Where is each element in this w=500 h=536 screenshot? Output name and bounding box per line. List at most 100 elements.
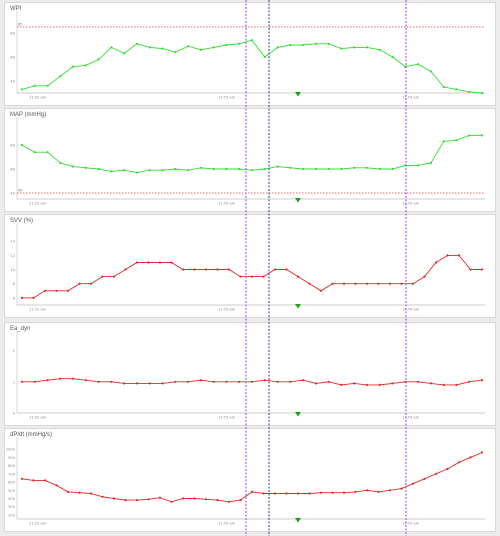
data-point[interactable] xyxy=(212,380,215,383)
event-marker-icon[interactable] xyxy=(295,304,301,309)
data-point[interactable] xyxy=(216,499,219,502)
data-point[interactable] xyxy=(457,461,461,464)
data-point[interactable] xyxy=(135,261,139,264)
data-point[interactable] xyxy=(110,46,113,49)
data-point[interactable] xyxy=(354,282,357,285)
data-point[interactable] xyxy=(365,166,369,169)
data-point[interactable] xyxy=(193,268,196,271)
data-point[interactable] xyxy=(302,167,305,171)
data-point[interactable] xyxy=(455,88,458,91)
data-point[interactable] xyxy=(55,484,58,487)
data-point[interactable] xyxy=(174,167,177,171)
data-point[interactable] xyxy=(250,169,254,172)
data-point[interactable] xyxy=(123,169,126,172)
data-point[interactable] xyxy=(20,477,24,480)
data-point[interactable] xyxy=(417,164,420,167)
data-point[interactable] xyxy=(97,167,100,171)
data-point[interactable] xyxy=(148,169,151,172)
data-point[interactable] xyxy=(457,254,461,257)
data-point[interactable] xyxy=(469,268,472,271)
data-point[interactable] xyxy=(273,492,277,495)
data-point[interactable] xyxy=(417,380,420,383)
data-point[interactable] xyxy=(342,282,346,285)
data-point[interactable] xyxy=(327,167,330,171)
data-point[interactable] xyxy=(263,55,266,59)
data-point[interactable] xyxy=(20,380,24,383)
data-point[interactable] xyxy=(276,380,279,383)
data-point[interactable] xyxy=(340,47,343,50)
data-point[interactable] xyxy=(480,268,484,271)
data-point[interactable] xyxy=(434,472,438,475)
data-point[interactable] xyxy=(59,161,62,165)
data-point[interactable] xyxy=(123,52,126,55)
data-point[interactable] xyxy=(239,275,242,278)
data-point[interactable] xyxy=(411,482,415,485)
data-point[interactable] xyxy=(33,151,36,154)
data-point[interactable] xyxy=(161,382,164,385)
data-point[interactable] xyxy=(216,268,219,271)
data-point[interactable] xyxy=(174,380,177,383)
data-point[interactable] xyxy=(55,289,58,292)
data-point[interactable] xyxy=(181,268,185,271)
data-point[interactable] xyxy=(423,477,426,480)
data-point[interactable] xyxy=(135,171,139,174)
data-point[interactable] xyxy=(327,380,330,383)
data-point[interactable] xyxy=(33,380,36,383)
data-point[interactable] xyxy=(480,451,484,454)
data-point[interactable] xyxy=(147,261,150,264)
data-point[interactable] xyxy=(314,167,317,171)
data-point[interactable] xyxy=(250,275,254,278)
data-point[interactable] xyxy=(170,261,173,264)
data-point[interactable] xyxy=(84,64,87,67)
chart-plot[interactable]: 1000 900 800 700 600 500 400 300 200 11:52 am 11:5… xyxy=(5,429,495,531)
data-point[interactable] xyxy=(225,167,228,171)
chart-plot[interactable]: 14 12 10 8 6 11:52 am 11:53 am 11:54 am xyxy=(5,215,495,317)
data-point[interactable] xyxy=(238,380,241,383)
data-point[interactable] xyxy=(199,379,202,382)
data-point[interactable] xyxy=(319,491,323,494)
data-point[interactable] xyxy=(340,167,343,171)
data-point[interactable] xyxy=(59,75,62,78)
data-point[interactable] xyxy=(72,165,75,168)
data-point[interactable] xyxy=(276,165,279,168)
data-point[interactable] xyxy=(112,497,116,500)
data-point[interactable] xyxy=(225,43,228,47)
data-point[interactable] xyxy=(32,479,35,482)
data-point[interactable] xyxy=(468,90,471,93)
data-point[interactable] xyxy=(147,498,150,501)
data-point[interactable] xyxy=(468,380,471,383)
data-point[interactable] xyxy=(276,46,279,49)
data-point[interactable] xyxy=(193,497,196,500)
data-point[interactable] xyxy=(469,456,472,459)
data-point[interactable] xyxy=(32,296,35,299)
data-point[interactable] xyxy=(302,43,305,47)
data-point[interactable] xyxy=(170,500,173,503)
data-point[interactable] xyxy=(480,134,484,137)
data-point[interactable] xyxy=(124,499,127,502)
data-point[interactable] xyxy=(46,84,49,87)
data-point[interactable] xyxy=(400,487,403,490)
data-point[interactable] xyxy=(377,282,380,285)
data-point[interactable] xyxy=(263,167,266,171)
data-point[interactable] xyxy=(378,383,381,386)
data-point[interactable] xyxy=(327,42,330,45)
data-point[interactable] xyxy=(296,492,300,495)
data-point[interactable] xyxy=(43,479,47,482)
data-point[interactable] xyxy=(308,282,311,285)
data-point[interactable] xyxy=(442,140,445,143)
data-point[interactable] xyxy=(84,379,87,382)
event-marker-icon[interactable] xyxy=(295,198,301,203)
data-point[interactable] xyxy=(174,51,177,54)
data-point[interactable] xyxy=(455,383,458,386)
data-point[interactable] xyxy=(124,268,127,271)
data-point[interactable] xyxy=(442,383,445,386)
data-point[interactable] xyxy=(342,491,346,494)
data-point[interactable] xyxy=(429,382,432,385)
data-point[interactable] xyxy=(187,45,190,48)
data-point[interactable] xyxy=(289,380,292,383)
data-point[interactable] xyxy=(285,492,288,495)
chart-plot[interactable]: 2 1 0 11:52 am 11:53 am 11:54 am xyxy=(5,323,495,425)
data-point[interactable] xyxy=(135,499,139,502)
data-point[interactable] xyxy=(78,282,81,285)
data-point[interactable] xyxy=(353,382,356,385)
